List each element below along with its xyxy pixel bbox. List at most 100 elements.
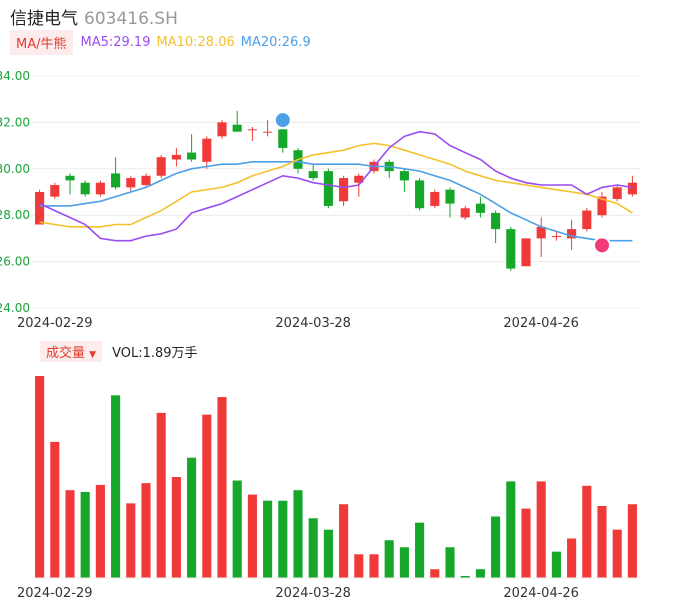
volume-bar — [445, 547, 455, 578]
candle-body — [354, 175, 364, 183]
candle-body — [582, 210, 592, 230]
ma10-line — [39, 142, 633, 228]
candle-body — [536, 226, 546, 239]
candle-body — [80, 182, 90, 195]
volume-x-tick-label: 2024-02-29 — [17, 586, 93, 601]
candle-body — [339, 178, 349, 202]
candle-body — [232, 124, 242, 132]
buy-marker-icon — [273, 111, 292, 130]
candle-body — [627, 182, 637, 195]
volume-bar — [339, 504, 349, 578]
volume-indicator-dropdown[interactable]: 成交量 ▼ — [40, 340, 103, 362]
volume-bar — [627, 504, 637, 578]
volume-bar — [430, 569, 440, 578]
volume-bar — [384, 540, 394, 578]
candle-body — [551, 236, 561, 238]
volume-bar — [536, 481, 546, 578]
x-tick-label: 2024-04-26 — [503, 316, 579, 331]
volume-bar — [50, 441, 60, 578]
candle-body — [126, 178, 136, 188]
volume-bar — [491, 516, 501, 578]
volume-bar — [65, 490, 75, 578]
candle-body — [156, 157, 166, 176]
y-tick-label: 24.00 — [0, 301, 30, 315]
volume-bar — [323, 529, 333, 578]
dropdown-arrow-icon: ▼ — [89, 349, 97, 360]
volume-bar — [171, 477, 181, 578]
volume-bar — [460, 576, 470, 578]
y-tick-label: 26.00 — [0, 255, 30, 269]
volume-bar — [35, 376, 45, 578]
y-tick-label: 34.00 — [0, 69, 30, 83]
candle-body — [65, 175, 75, 181]
volume-x-tick-label: 2024-04-26 — [503, 586, 579, 601]
volume-bar — [156, 412, 166, 578]
volume-bar — [217, 397, 227, 578]
candle-body — [202, 138, 212, 162]
candle-body — [263, 131, 273, 133]
candle-body — [597, 196, 607, 216]
volume-bar — [475, 569, 485, 578]
volume-bar — [187, 457, 197, 578]
volume-bar — [612, 529, 622, 578]
volume-value: VOL:1.89万手 — [112, 345, 198, 361]
volume-legend: 成交量 ▼ VOL:1.89万手 — [40, 340, 198, 362]
candle-body — [247, 129, 257, 131]
volume-bar — [263, 500, 273, 578]
candle-body — [460, 208, 470, 218]
candle-body — [475, 203, 485, 213]
candle-body — [612, 187, 622, 199]
volume-bar — [95, 484, 105, 578]
volume-bar — [506, 481, 516, 578]
stock-code: 603416.SH — [84, 9, 178, 29]
volume-bar — [141, 483, 151, 578]
candle-body — [278, 129, 288, 148]
ma20-line — [39, 161, 633, 242]
volume-bar — [399, 547, 409, 578]
candle-body — [308, 171, 318, 179]
volume-bar — [308, 518, 318, 578]
volume-bar — [597, 505, 607, 578]
volume-bar — [567, 538, 577, 578]
candle-body — [567, 229, 577, 239]
volume-bar — [521, 508, 531, 578]
volume-bar — [202, 414, 212, 578]
volume-bar — [247, 494, 257, 578]
candle-body — [50, 185, 60, 197]
candle-body — [171, 154, 181, 160]
ma-indicator-tab[interactable]: MA/牛熊 — [10, 29, 73, 55]
candle-body — [430, 192, 440, 206]
volume-tab-label: 成交量 — [46, 345, 86, 361]
candle-body — [323, 171, 333, 206]
volume-bar — [551, 551, 561, 578]
candle-body — [111, 173, 121, 188]
volume-bar — [232, 480, 242, 578]
candle-body — [506, 229, 516, 269]
ma20-value: MA20:26.9 — [240, 34, 311, 50]
ma5-line — [39, 130, 633, 242]
candle-body — [95, 182, 105, 195]
candle-body — [399, 171, 409, 181]
stock-title: 信捷电气 603416.SH — [10, 4, 178, 29]
volume-bar — [369, 554, 379, 578]
volume-bar — [293, 490, 303, 578]
volume-bar — [278, 500, 288, 578]
x-tick-label: 2024-03-28 — [275, 316, 351, 331]
y-tick-label: 30.00 — [0, 162, 30, 176]
y-tick-label: 32.00 — [0, 115, 30, 129]
volume-x-tick-label: 2024-03-28 — [275, 586, 351, 601]
volume-bar — [415, 522, 425, 578]
candle-body — [521, 238, 531, 267]
candle-body — [187, 152, 197, 160]
y-tick-label: 28.00 — [0, 208, 30, 222]
candle-body — [217, 122, 227, 137]
x-tick-label: 2024-02-29 — [17, 316, 93, 331]
volume-bar — [582, 485, 592, 578]
candle-body — [445, 189, 455, 204]
volume-bar — [80, 491, 90, 578]
ma10-value: MA10:28.06 — [156, 34, 235, 50]
candle-body — [35, 192, 45, 225]
stock-name: 信捷电气 — [10, 9, 78, 29]
volume-bar — [354, 554, 364, 578]
